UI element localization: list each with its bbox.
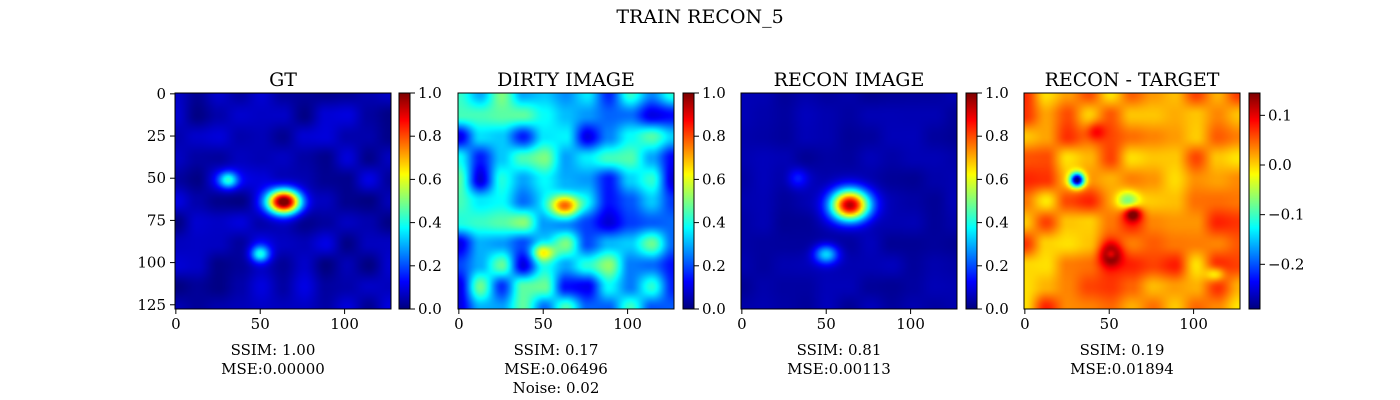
colorbar-frame: [965, 92, 978, 310]
figure-suptitle: TRAIN RECON_5: [616, 6, 783, 28]
colorbar-frame: [1248, 92, 1261, 310]
metric-annotation: SSIM: 1.00: [231, 341, 316, 359]
colorbar-tick-label: 0.6: [702, 170, 726, 188]
y-tick-label: 75: [147, 211, 166, 229]
metric-annotation: SSIM: 0.81: [797, 341, 882, 359]
x-tick-label: 100: [613, 315, 642, 333]
heatmap-frame: [740, 92, 958, 310]
colorbar: [1249, 93, 1260, 309]
metric-annotation: SSIM: 0.19: [1080, 341, 1165, 359]
heatmap-image: [741, 93, 957, 309]
colorbar-tick-label: 1.0: [985, 84, 1009, 102]
metric-annotation: SSIM: 0.17: [514, 341, 599, 359]
panels: GT 0 50 100 0 25 50 75 100 125 0.0 0.2 0.4 0.6 0.8 1.0 S…: [137, 69, 1304, 397]
panel-title: GT: [269, 69, 297, 91]
colorbar-tick-label: 0.6: [418, 170, 442, 188]
x-tick-label: 100: [896, 315, 925, 333]
heatmap-image: [458, 93, 674, 309]
panel-4: RECON - TARGET 0 50 100 −0.2 −0.1 0.0 0.1 SSIM: …: [1020, 69, 1304, 378]
y-tick-label: 25: [147, 127, 166, 145]
y-tick-label: 125: [137, 296, 166, 314]
metric-annotation: MSE:0.00000: [221, 360, 325, 378]
heatmap-frame: [1023, 92, 1241, 310]
x-tick-label: 0: [737, 315, 747, 333]
colorbar-tick-label: 0.8: [418, 127, 442, 145]
colorbar: [399, 93, 410, 309]
x-tick-label: 0: [171, 315, 181, 333]
colorbar-tick-label: 0.0: [1268, 156, 1292, 174]
x-tick-label: 50: [534, 315, 553, 333]
colorbar-tick-label: 0.2: [418, 257, 442, 275]
heatmap-image: [175, 93, 391, 309]
x-tick-label: 100: [330, 315, 359, 333]
metric-annotation: MSE:0.00113: [787, 360, 891, 378]
colorbar-tick-label: 0.2: [985, 257, 1009, 275]
panel-3: RECON IMAGE 0 50 100 0.0 0.2 0.4 0.6 0.8 1.0 SSIM:…: [737, 69, 1009, 378]
x-tick-label: 100: [1179, 315, 1208, 333]
colorbar-frame: [682, 92, 695, 310]
colorbar-frame: [398, 92, 411, 310]
y-tick-label: 100: [137, 254, 166, 272]
colorbar-tick-label: 0.4: [702, 214, 726, 232]
colorbar-tick-label: 0.2: [702, 257, 726, 275]
x-tick-label: 50: [251, 315, 270, 333]
colorbar-tick-label: 1.0: [418, 84, 442, 102]
colorbar-tick-label: 0.4: [985, 214, 1009, 232]
colorbar: [966, 93, 977, 309]
x-tick-label: 0: [1020, 315, 1030, 333]
x-tick-label: 50: [1100, 315, 1119, 333]
panel-1: GT 0 50 100 0 25 50 75 100 125 0.0 0.2 0.4 0.6 0.8 1.0 S…: [137, 69, 442, 378]
colorbar-tick-label: 0.0: [702, 300, 726, 318]
panel-title: DIRTY IMAGE: [497, 69, 635, 91]
metric-annotation: Noise: 0.02: [513, 379, 600, 397]
y-tick-label: 0: [156, 85, 166, 103]
panel-title: RECON - TARGET: [1045, 69, 1220, 91]
colorbar-tick-label: 0.0: [418, 300, 442, 318]
colorbar-tick-label: 0.6: [985, 170, 1009, 188]
colorbar-tick-label: 1.0: [702, 84, 726, 102]
colorbar-tick-label: 0.8: [985, 127, 1009, 145]
metric-annotation: MSE:0.06496: [504, 360, 608, 378]
heatmap-frame: [457, 92, 675, 310]
colorbar-tick-label: 0.4: [418, 214, 442, 232]
colorbar-tick-label: 0.8: [702, 127, 726, 145]
panel-title: RECON IMAGE: [774, 69, 925, 91]
colorbar-tick-label: −0.2: [1268, 255, 1304, 273]
colorbar-tick-label: 0.0: [985, 300, 1009, 318]
colorbar-tick-label: −0.1: [1268, 206, 1304, 224]
colorbar-tick-label: 0.1: [1268, 106, 1292, 124]
colorbar: [683, 93, 694, 309]
panel-2: DIRTY IMAGE 0 50 100 0.0 0.2 0.4 0.6 0.8 1.0 SSIM:…: [454, 69, 726, 397]
heatmap-frame: [174, 92, 392, 310]
metric-annotation: MSE:0.01894: [1070, 360, 1174, 378]
x-tick-label: 50: [817, 315, 836, 333]
x-tick-label: 0: [454, 315, 464, 333]
heatmap-image: [1024, 93, 1240, 309]
y-tick-label: 50: [147, 169, 166, 187]
